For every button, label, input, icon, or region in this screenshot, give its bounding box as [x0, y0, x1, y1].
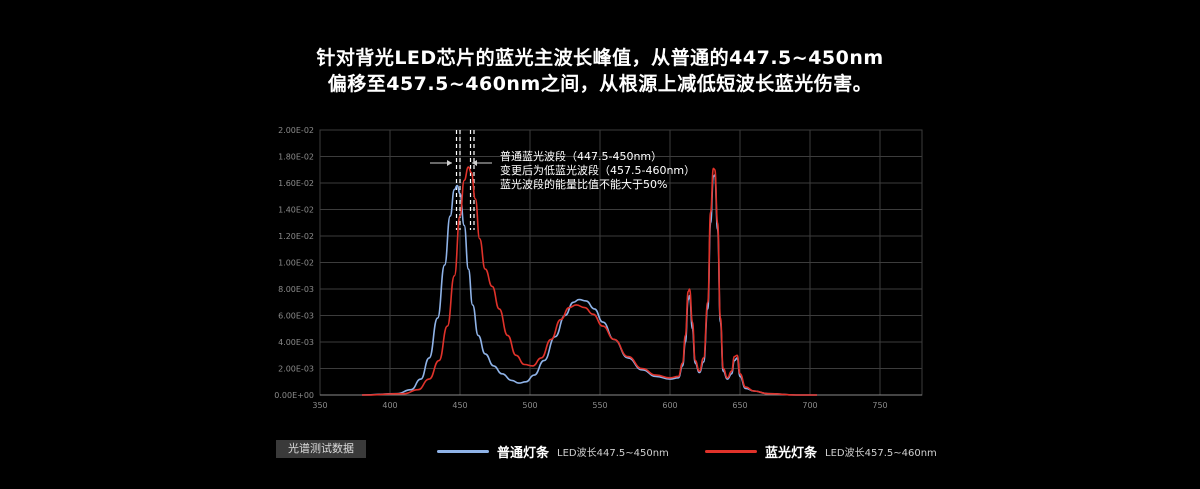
legend-item-lowblue: 蓝光灯条 LED波长457.5~460nm — [705, 442, 937, 461]
y-tick-label: 1.60E-02 — [278, 179, 314, 188]
series-line-lowblue — [361, 166, 817, 396]
shift-arrow-right-head — [472, 160, 477, 166]
legend-line-lowblue — [705, 450, 757, 453]
legend-desc-normal: LED波长447.5~450nm — [557, 448, 669, 459]
annotation-line-3: 蓝光波段的能量比值不能大于50% — [500, 177, 667, 191]
legend-item-normal: 普通灯条 LED波长447.5~450nm — [437, 442, 669, 461]
y-tick-label: 2.00E-03 — [278, 365, 314, 374]
series-line-normal — [361, 174, 817, 396]
y-tick-label: 1.20E-02 — [278, 232, 314, 241]
y-tick-label: 1.00E-02 — [278, 259, 314, 268]
chart-series — [361, 166, 817, 396]
x-tick-label: 500 — [522, 401, 537, 410]
x-tick-label: 650 — [732, 401, 747, 410]
x-tick-label: 400 — [382, 401, 397, 410]
annotation-line-1: 普通蓝光波段（447.5-450nm） — [500, 149, 662, 163]
legend-desc-lowblue: LED波长457.5~460nm — [825, 448, 937, 459]
headline-line-1: 针对背光LED芯片的蓝光主波长峰值，从普通的447.5~450nm — [316, 47, 884, 69]
legend-line-normal — [437, 450, 489, 453]
legend-name-lowblue: 蓝光灯条 — [765, 446, 818, 461]
y-tick-label: 6.00E-03 — [278, 312, 314, 321]
x-tick-label: 700 — [802, 401, 817, 410]
x-tick-label: 550 — [592, 401, 607, 410]
annotation-line-2: 变更后为低蓝光波段（457.5-460nm） — [500, 163, 695, 177]
chart-axis-labels: 0.00E+00 2.00E-03 4.00E-03 6.00E-03 8.00E-03… — [274, 126, 887, 410]
x-tick-label: 350 — [312, 401, 327, 410]
y-tick-label: 4.00E-03 — [278, 338, 314, 347]
x-tick-label: 450 — [452, 401, 467, 410]
y-tick-label: 1.40E-02 — [278, 206, 314, 215]
x-tick-label: 600 — [662, 401, 677, 410]
wavelength-markers — [455, 130, 475, 230]
y-tick-label: 2.00E-02 — [278, 126, 314, 135]
x-tick-label: 750 — [872, 401, 887, 410]
y-tick-label: 8.00E-03 — [278, 285, 314, 294]
legend-name-normal: 普通灯条 — [497, 446, 550, 461]
shift-arrow-left-head — [447, 160, 452, 166]
spectrum-test-data-badge: 光谱测试数据 — [276, 440, 366, 458]
chart-grid — [319, 129, 923, 396]
y-tick-label: 0.00E+00 — [274, 391, 314, 400]
y-tick-label: 1.80E-02 — [278, 153, 314, 162]
shift-arrows — [430, 160, 492, 166]
headline-line-2: 偏移至457.5~460nm之间，从根源上减低短波长蓝光伤害。 — [327, 73, 873, 95]
